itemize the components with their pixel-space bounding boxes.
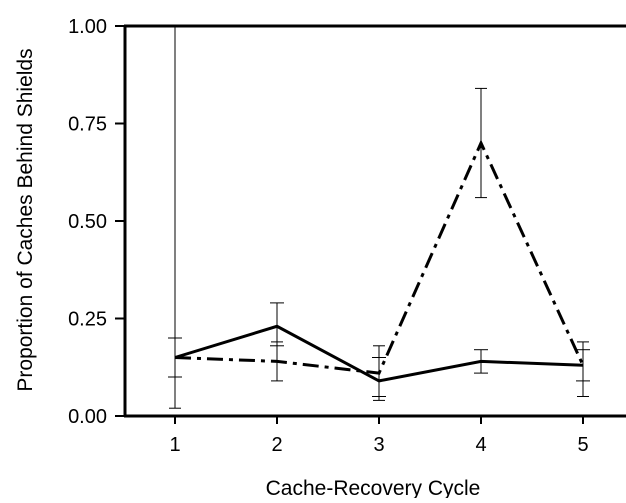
- x-tick-label: 3: [373, 434, 384, 456]
- y-tick-label: 0.50: [68, 211, 107, 233]
- x-tick-label: 5: [577, 434, 588, 456]
- y-axis-title: Proportion of Caches Behind Shields: [14, 48, 37, 391]
- y-axis-ticks: 0.00 0.25 0.50 0.75 1.00: [68, 16, 125, 428]
- series-lines: [174, 139, 585, 383]
- series-line-solid: [174, 324, 584, 383]
- x-tick-label: 2: [271, 434, 282, 456]
- x-tick-label: 1: [169, 434, 180, 456]
- error-bars: [168, 25, 590, 409]
- x-tick-label: 4: [475, 434, 486, 456]
- x-axis-ticks: 1 2 3 4 5: [169, 416, 589, 456]
- y-tick-label: 0.25: [68, 309, 107, 331]
- series-line-dash-dot: [174, 139, 585, 375]
- y-tick-label: 0.75: [68, 114, 107, 136]
- y-tick-label: 1.00: [68, 16, 107, 38]
- x-axis-title: Cache-Recovery Cycle: [266, 477, 481, 498]
- y-tick-label: 0.00: [68, 406, 107, 428]
